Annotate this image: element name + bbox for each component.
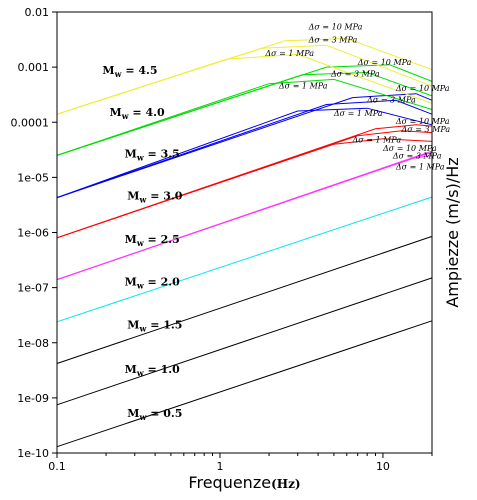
series-line-mw-2.5-ds-10	[56, 150, 433, 281]
stress-drop-label: Δσ = 3 MPa	[308, 35, 358, 44]
x-axis-unit: (Hz)	[271, 477, 301, 491]
y-tick-label: 0.001	[18, 61, 50, 74]
series-line-mw-4.0-ds-1	[56, 78, 433, 156]
y-tick-label: 1e-09	[17, 392, 49, 405]
stress-drop-label: Δσ = 3 MPa	[366, 95, 416, 104]
stress-drop-label: Δσ = 1 MPa	[333, 109, 383, 118]
stress-drop-label: Δσ = 10 MPa	[395, 117, 450, 126]
series-layer	[56, 37, 433, 448]
stress-drop-label: Δσ = 1 MPa	[264, 49, 314, 58]
y-tick-label: 1e-07	[17, 282, 49, 295]
mw-label: Mw = 4.0	[110, 106, 165, 121]
mw-label: Mw = 1.5	[127, 319, 182, 334]
x-tick-label: 10	[376, 460, 390, 473]
series-line-mw-4.5-ds-10	[56, 37, 433, 115]
y-tick-label: 1e-05	[17, 171, 49, 184]
mw-label: Mw = 4.5	[102, 64, 157, 79]
series-line-mw-1.5	[56, 235, 433, 364]
x-axis-ticks: 0.1 1 10	[48, 453, 433, 473]
series-line-mw-3.0-ds-3	[56, 130, 433, 239]
mw-label: Mw = 2.5	[125, 233, 180, 248]
mw-label: Mw = 3.0	[127, 189, 182, 204]
stress-drop-label: Δσ = 10 MPa	[308, 23, 363, 32]
y-tick-label: 1e-08	[17, 337, 49, 350]
series-line-mw-2.0	[56, 196, 433, 323]
series-line-mw-3.5-ds-1	[56, 107, 433, 199]
mw-label-layer: Mw = 4.5 Mw = 4.0 Mw = 3.5 Mw = 3.0 Mw = 2.5…	[102, 64, 182, 422]
mw-label: Mw = 2.0	[125, 275, 180, 290]
series-line-mw-3.0-ds-1	[56, 138, 433, 239]
stress-drop-label: Δσ = 3 MPa	[401, 125, 451, 134]
x-tick-label: 1	[216, 460, 223, 473]
y-axis-title: Ampiezze (m/s)/Hz	[443, 157, 462, 307]
stress-drop-label: Δσ = 10 MPa	[357, 58, 412, 67]
stress-drop-label: Δσ = 10 MPa	[382, 144, 437, 153]
y-tick-label: 1e-06	[17, 227, 49, 240]
y-tick-label: 0.0001	[11, 116, 50, 129]
x-tick-label: 0.1	[48, 460, 66, 473]
series-line-mw-3.0-ds-10	[56, 124, 433, 239]
stress-drop-label: Δσ = 1 MPa	[351, 135, 401, 144]
y-axis-ticks: 0.01 0.001 0.0001 1e-05 1e-06 1e-07 1e-08 1e-09…	[11, 6, 57, 460]
x-axis-title: Frequenze(Hz)	[188, 473, 300, 492]
stress-drop-label: Δσ = 1 MPa	[395, 162, 445, 171]
y-tick-label: 0.01	[25, 6, 50, 19]
stress-drop-label: Δσ = 10 MPa	[395, 84, 450, 93]
series-line-mw-3.5-ds-3	[56, 99, 433, 199]
series-line-mw-1.0	[56, 277, 433, 406]
stress-drop-label: Δσ = 1 MPa	[278, 81, 328, 90]
series-line-mw-0.5	[56, 320, 433, 448]
mw-label: Mw = 1.0	[125, 363, 180, 378]
mw-label: Mw = 0.5	[127, 407, 182, 422]
mw-label: Mw = 3.5	[125, 147, 180, 162]
y-tick-label: 1e-10	[17, 447, 49, 460]
stress-drop-label: Δσ = 3 MPa	[330, 70, 380, 79]
series-line-mw-4.0-ds-10	[56, 64, 433, 156]
stress-drop-label: Δσ = 3 MPa	[392, 151, 442, 160]
series-line-mw-3.5-ds-10	[56, 93, 433, 199]
